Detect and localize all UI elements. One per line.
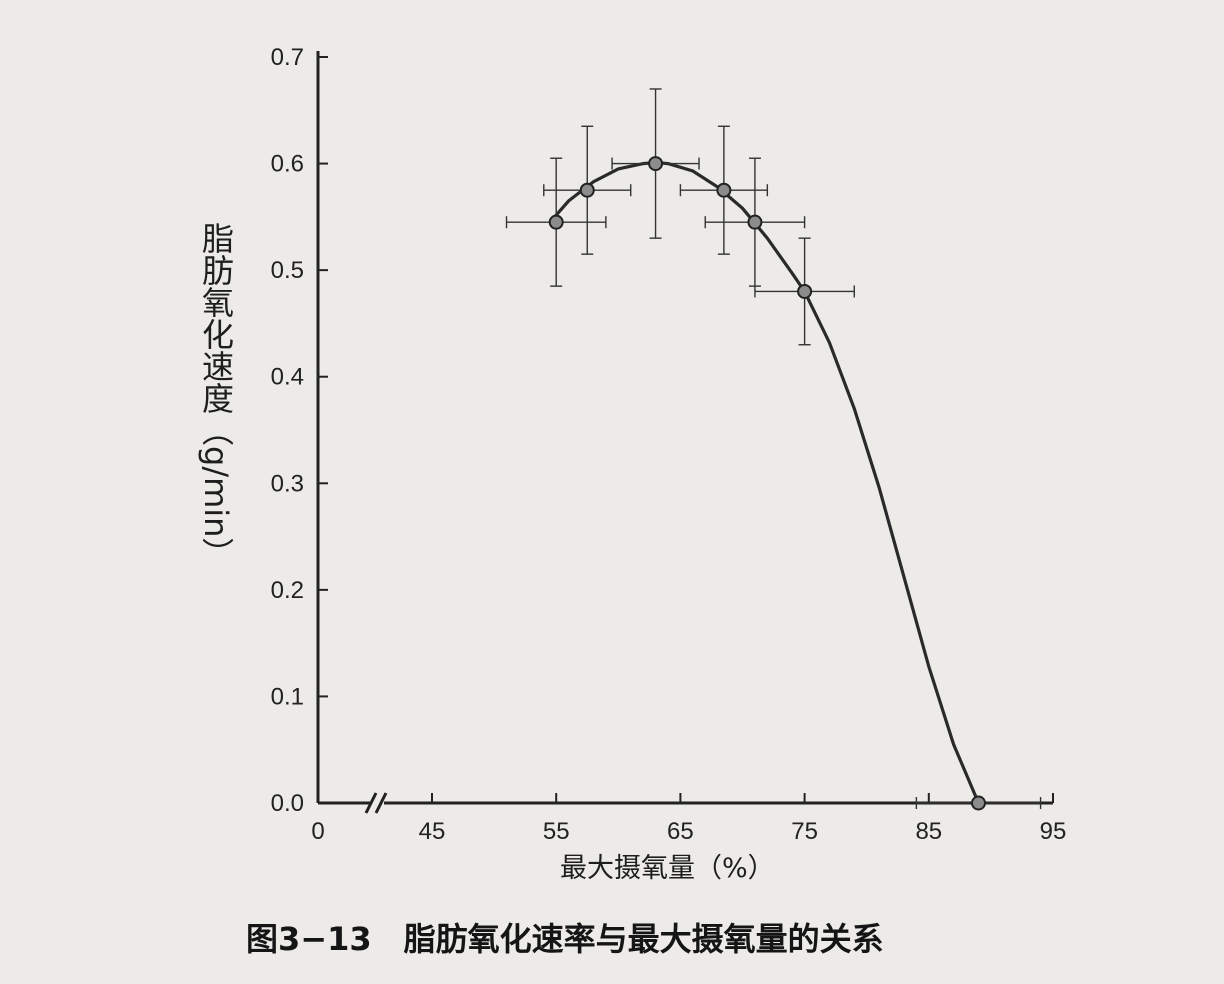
data-points-layer bbox=[505, 88, 1042, 811]
x-axis-ticks: 0 45 55 65 75 85 95 bbox=[311, 793, 1066, 845]
x-tick-label: 95 bbox=[1040, 818, 1067, 845]
data-point bbox=[648, 156, 664, 172]
x-tick-label: 75 bbox=[791, 818, 818, 845]
y-tick-label: 0.2 bbox=[271, 577, 304, 604]
data-point-group bbox=[505, 157, 607, 287]
data-point bbox=[579, 182, 595, 198]
x-tick-label: 0 bbox=[311, 818, 324, 845]
data-point bbox=[970, 795, 986, 811]
x-axis-label: 最大摄氧量（%） bbox=[560, 853, 775, 884]
x-tick-label: 85 bbox=[915, 818, 942, 845]
y-axis-label: 脂肪氧化速度（g/min） bbox=[197, 222, 235, 570]
y-tick-label: 0.5 bbox=[271, 257, 304, 284]
y-tick-label: 0.4 bbox=[271, 364, 304, 391]
data-point bbox=[747, 214, 763, 230]
data-point-group bbox=[611, 88, 700, 239]
data-point-group bbox=[704, 157, 806, 287]
x-tick-label: 45 bbox=[419, 818, 446, 845]
data-point-group bbox=[754, 237, 855, 346]
figure-caption: 图3−13 脂肪氧化速率与最大摄氧量的关系 bbox=[246, 920, 884, 958]
fitted-curve-layer bbox=[548, 160, 980, 804]
y-tick-label: 0.7 bbox=[271, 44, 304, 71]
data-point-group bbox=[679, 125, 769, 255]
data-point bbox=[797, 283, 813, 299]
x-tick-label: 55 bbox=[543, 818, 570, 845]
y-tick-label: 0.1 bbox=[271, 683, 304, 710]
y-tick-label: 0.0 bbox=[271, 790, 304, 817]
axis-break-mark bbox=[364, 792, 378, 814]
y-tick-label: 0.6 bbox=[271, 151, 304, 178]
axes bbox=[316, 51, 1053, 814]
data-point bbox=[548, 214, 564, 230]
data-point-group bbox=[915, 795, 1042, 811]
y-axis-ticks: 0.0 0.1 0.2 0.3 0.4 0.5 0.6 0.7 bbox=[271, 44, 328, 817]
axis-break-mark bbox=[374, 792, 388, 814]
fitted-curve bbox=[548, 160, 980, 804]
data-point-group bbox=[543, 125, 632, 255]
data-point bbox=[716, 182, 732, 198]
y-tick-label: 0.3 bbox=[271, 470, 304, 497]
x-tick-label: 65 bbox=[667, 818, 694, 845]
